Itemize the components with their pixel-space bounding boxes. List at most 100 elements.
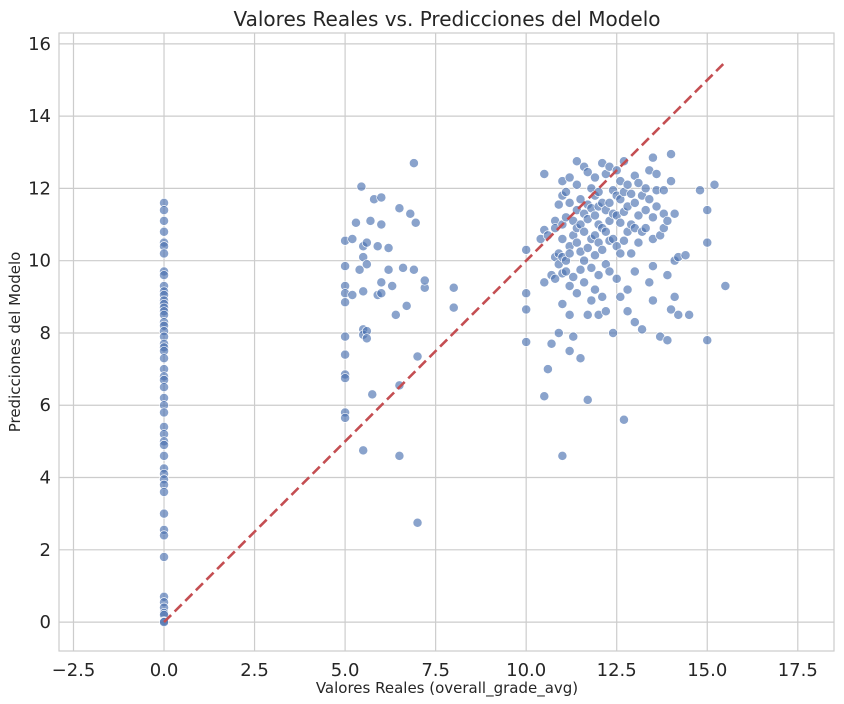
data-point — [553, 328, 564, 338]
data-point — [597, 244, 608, 255]
data-point — [347, 234, 358, 244]
data-point — [159, 248, 169, 259]
data-point — [673, 309, 684, 320]
y-tick-label: 8 — [40, 323, 51, 344]
data-point — [582, 309, 593, 320]
data-point — [521, 288, 532, 299]
data-point — [367, 389, 378, 400]
data-points — [159, 149, 731, 628]
data-point — [383, 243, 394, 253]
data-point — [356, 181, 367, 192]
data-point — [159, 450, 169, 461]
y-tick-label: 2 — [40, 540, 51, 561]
data-point — [394, 450, 405, 461]
data-point — [629, 266, 640, 277]
chart-title: Valores Reales vs. Predicciones del Mode… — [233, 7, 660, 31]
data-point — [662, 215, 673, 226]
data-point — [372, 241, 383, 252]
data-point — [159, 226, 169, 237]
data-point — [611, 273, 622, 284]
data-point — [586, 295, 597, 306]
y-tick-label: 6 — [40, 395, 51, 416]
data-point — [394, 203, 405, 214]
data-point — [557, 450, 568, 461]
gridlines — [59, 33, 834, 651]
data-point — [340, 297, 351, 308]
data-point — [571, 237, 582, 248]
data-point — [419, 275, 430, 286]
data-point — [582, 243, 593, 253]
data-point — [662, 270, 673, 281]
data-point — [412, 517, 423, 528]
y-tick-label: 0 — [40, 612, 51, 633]
data-point — [651, 201, 662, 212]
data-point — [340, 331, 351, 342]
data-point — [351, 217, 361, 228]
data-point — [340, 373, 351, 384]
data-point — [637, 324, 648, 335]
data-point — [669, 291, 680, 302]
data-point — [604, 266, 615, 277]
data-point — [521, 244, 532, 255]
data-point — [568, 331, 579, 342]
y-tick-label: 12 — [28, 178, 51, 199]
data-point — [448, 282, 459, 293]
data-point — [622, 284, 633, 295]
data-point — [575, 194, 586, 205]
data-point — [579, 255, 590, 266]
x-tick-label: 17.5 — [778, 660, 818, 681]
data-point — [600, 226, 611, 237]
y-tick-label: 10 — [28, 251, 51, 272]
data-point — [550, 273, 561, 284]
data-point — [622, 306, 633, 317]
data-point — [579, 226, 590, 237]
data-point — [666, 304, 676, 315]
data-point — [354, 264, 365, 275]
data-point — [521, 304, 532, 315]
data-point — [608, 328, 619, 338]
data-point — [159, 205, 169, 216]
x-tick-label: 0.0 — [150, 660, 179, 681]
y-axis-label: Predicciones del Modelo — [6, 252, 24, 433]
data-point — [720, 281, 731, 291]
data-point — [669, 208, 680, 219]
data-point — [590, 250, 600, 261]
data-point — [640, 205, 651, 216]
data-point — [376, 192, 387, 203]
data-point — [680, 250, 691, 261]
data-point — [347, 290, 358, 300]
data-point — [593, 270, 604, 281]
data-point — [633, 237, 644, 248]
x-tick-label: 15.0 — [687, 660, 727, 681]
data-point — [615, 217, 626, 228]
data-point — [553, 199, 564, 210]
data-point — [575, 264, 586, 275]
data-point — [658, 185, 669, 196]
data-point — [644, 194, 655, 205]
data-point — [564, 281, 575, 291]
data-point — [159, 552, 169, 562]
data-point — [340, 349, 351, 360]
data-point — [647, 261, 658, 272]
x-tick-label: 12.5 — [597, 660, 637, 681]
data-point — [695, 185, 705, 196]
data-point — [358, 445, 369, 456]
x-tick-label: 10.0 — [506, 660, 546, 681]
data-point — [702, 335, 713, 346]
data-point — [408, 158, 419, 169]
data-point — [571, 288, 582, 299]
data-point — [590, 172, 600, 183]
data-point — [376, 219, 387, 230]
data-point — [626, 248, 637, 259]
x-tick-label: 7.5 — [421, 660, 450, 681]
y-tick-label: 14 — [28, 106, 51, 127]
data-point — [448, 302, 459, 313]
x-tick-label: −2.5 — [52, 660, 96, 681]
data-point — [619, 414, 629, 425]
data-point — [640, 223, 651, 234]
data-point — [666, 176, 676, 187]
data-point — [159, 508, 169, 519]
data-point — [398, 262, 408, 273]
data-point — [615, 291, 626, 302]
